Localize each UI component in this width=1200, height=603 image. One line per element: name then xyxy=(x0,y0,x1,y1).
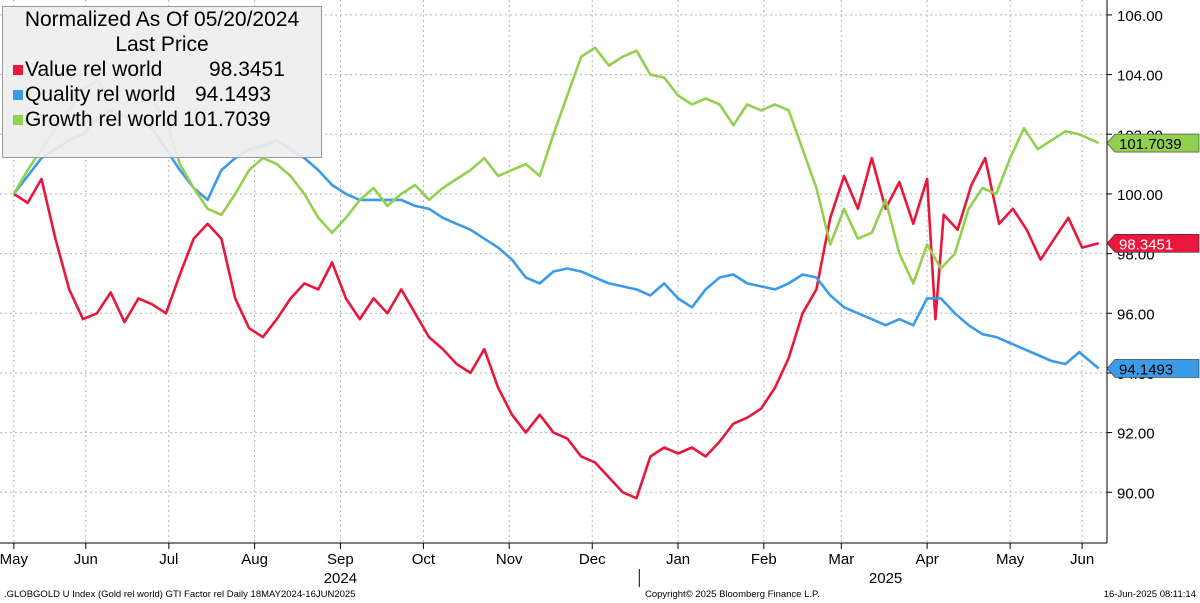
legend-label: Growth rel world xyxy=(25,108,178,131)
x-tick-label: Apr xyxy=(915,551,938,568)
legend-label: Quality rel world xyxy=(25,83,176,106)
y-tick-label: 92.00 xyxy=(1117,426,1155,443)
series-lines xyxy=(12,46,1100,500)
y-tick-label: 100.00 xyxy=(1117,187,1163,204)
last-value-label-1: 94.1493 xyxy=(1119,361,1173,378)
footer-copyright: Copyright© 2025 Bloomberg Finance L.P. xyxy=(645,589,820,600)
legend-item-quality: Quality rel world 94.1493 xyxy=(3,82,321,107)
x-tick-label: Jul xyxy=(159,551,178,568)
x-year-label: 2024 xyxy=(324,570,357,587)
legend-value: 94.1493 xyxy=(195,83,271,106)
legend-swatch-value xyxy=(13,65,23,75)
last-value-tags: 98.3451 94.1493 101.7039 xyxy=(1106,133,1200,378)
x-axis: May Jun Jul Aug Sep Oct Nov Dec Jan Feb Mar Apr May J… xyxy=(0,542,1107,587)
x-tick-label: Sep xyxy=(327,551,354,568)
y-axis: 90.0092.0094.0096.0098.00100.00102.00104… xyxy=(1106,0,1163,543)
x-tick-label: Aug xyxy=(241,551,268,568)
x-tick-label: Feb xyxy=(751,551,777,568)
last-value-label-2: 101.7039 xyxy=(1119,136,1182,153)
footer-source: .GLOBGOLD U Index (Gold rel world) GTI F… xyxy=(4,589,356,600)
x-tick-label: Jan xyxy=(666,551,690,568)
footer-timestamp: 16-Jun-2025 08:11:14 xyxy=(1103,589,1196,600)
legend-swatch-quality xyxy=(13,90,23,100)
x-tick-label: Nov xyxy=(496,551,523,568)
legend-value: 101.7039 xyxy=(183,108,271,131)
legend-subtitle: Last Price xyxy=(115,33,209,56)
x-tick-label: Oct xyxy=(412,551,436,568)
series-line-0 xyxy=(13,156,1100,500)
x-tick-label: Jun xyxy=(1070,551,1094,568)
legend-item-value: Value rel world 98.3451 xyxy=(3,57,321,82)
x-tick-label: Mar xyxy=(828,551,854,568)
legend-item-growth: Growth rel world 101.7039 xyxy=(3,107,321,132)
y-tick-label: 96.00 xyxy=(1117,306,1155,323)
x-tick-label: Jun xyxy=(74,551,98,568)
legend-swatch-growth xyxy=(13,115,23,125)
last-value-tag-0 xyxy=(1106,234,1200,253)
legend: Normalized As Of 05/20/2024 Last Price V… xyxy=(2,6,322,158)
series-line-2 xyxy=(12,46,1100,285)
x-tick-label: Dec xyxy=(579,551,606,568)
y-tick-label: 106.00 xyxy=(1117,8,1163,25)
legend-title: Normalized As Of 05/20/2024 xyxy=(24,8,300,31)
y-tick-label: 90.00 xyxy=(1117,485,1155,502)
last-value-tag-1 xyxy=(1106,359,1200,378)
x-tick-label: May xyxy=(996,551,1025,568)
last-value-label-0: 98.3451 xyxy=(1119,236,1173,253)
y-tick-label: 104.00 xyxy=(1117,68,1163,85)
x-tick-label: May xyxy=(0,551,29,568)
legend-label: Value rel world xyxy=(25,58,163,81)
legend-value: 98.3451 xyxy=(209,58,285,81)
last-value-tag-2 xyxy=(1106,133,1200,153)
x-year-label: 2025 xyxy=(869,570,902,587)
